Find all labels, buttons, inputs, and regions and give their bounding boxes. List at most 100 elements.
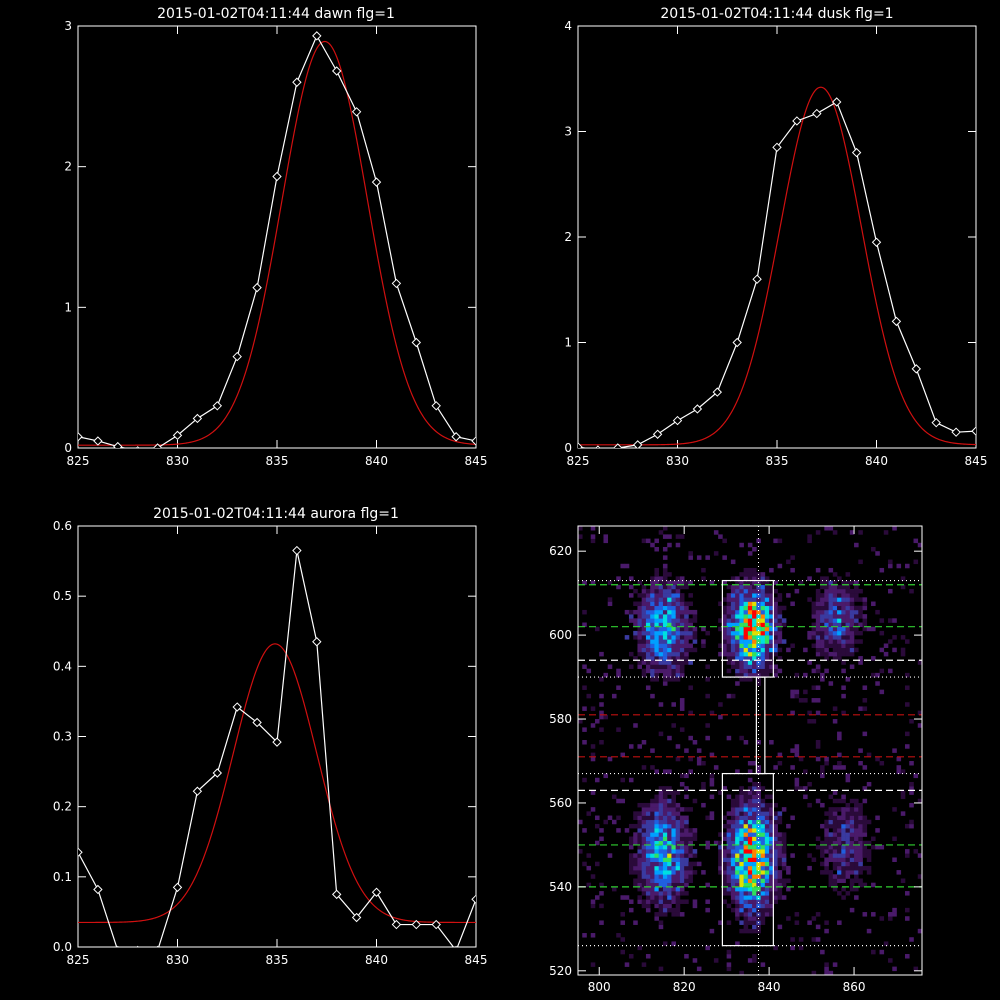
heatmap-cell: [756, 605, 761, 611]
heatmap-cell: [743, 878, 749, 883]
heatmap-cell: [650, 639, 655, 644]
heatmap-cell: [794, 693, 800, 699]
heatmap-cell: [841, 618, 846, 623]
heatmap-cell: [739, 798, 744, 804]
heatmap-cell: [599, 836, 604, 842]
heatmap-cell: [828, 681, 834, 686]
heatmap-cell: [756, 844, 761, 850]
heatmap-cell: [837, 765, 842, 770]
heatmap-cell: [905, 849, 910, 854]
heatmap-cell: [654, 811, 659, 816]
heatmap-cell: [747, 840, 753, 846]
heatmap-cell: [752, 853, 757, 858]
heatmap-cell: [845, 874, 851, 879]
heatmap-cell: [645, 626, 651, 632]
x-tick-label: 840: [365, 454, 388, 468]
heatmap-cell: [743, 664, 749, 669]
heatmap-cell: [679, 698, 685, 703]
heatmap-cell: [747, 626, 753, 632]
heatmap-cell: [837, 844, 842, 850]
heatmap-cell: [730, 840, 736, 846]
heatmap-cell: [828, 639, 834, 644]
heatmap-cell: [798, 756, 804, 762]
heatmap-cell: [594, 861, 600, 867]
heatmap-cell: [815, 614, 821, 619]
heatmap-cell: [896, 870, 902, 875]
heatmap-cell: [628, 664, 634, 669]
heatmap-cell: [735, 601, 740, 607]
heatmap-cell: [854, 836, 859, 842]
heatmap-cell: [637, 626, 643, 632]
heatmap-cell: [692, 626, 698, 632]
heatmap-cell: [917, 710, 922, 716]
heatmap-cell: [730, 878, 736, 883]
x-tick-label: 820: [673, 980, 696, 994]
heatmap-cell: [637, 899, 643, 904]
heatmap-cell: [828, 593, 834, 598]
heatmap-cell: [599, 882, 604, 888]
heatmap-cell: [820, 609, 825, 615]
heatmap-cell: [705, 555, 710, 560]
heatmap-cell: [760, 819, 766, 825]
heatmap-cell: [841, 635, 846, 640]
heatmap-cell: [667, 861, 672, 867]
heatmap-cell: [735, 622, 740, 628]
heatmap-cell: [671, 870, 676, 875]
heatmap-cell: [896, 769, 902, 774]
heatmap-cell: [756, 672, 761, 678]
heatmap-cell: [675, 584, 681, 590]
heatmap-cell: [667, 790, 672, 795]
data-point: [292, 77, 302, 87]
heatmap-cell: [654, 886, 659, 892]
heatmap-cell: [637, 605, 643, 611]
heatmap-cell: [909, 819, 914, 825]
heatmap-cell: [692, 618, 698, 623]
heatmap-cell: [900, 584, 906, 590]
heatmap-cell: [781, 857, 787, 862]
heatmap-cell: [641, 811, 647, 816]
heatmap-cell: [735, 584, 740, 590]
heatmap-cell: [858, 605, 863, 611]
heatmap-cell: [743, 882, 749, 888]
heatmap-cell: [739, 668, 744, 674]
fit-curve: [578, 86, 976, 446]
heatmap-cell: [582, 664, 587, 669]
heatmap-cell: [832, 618, 838, 623]
heatmap-cell: [905, 731, 910, 737]
heatmap-cell: [756, 635, 761, 640]
heatmap-cell: [722, 635, 727, 640]
heatmap-cell: [667, 622, 672, 628]
heatmap-cell: [730, 802, 736, 808]
heatmap-cell: [641, 584, 647, 590]
heatmap-cell: [726, 643, 732, 648]
heatmap-cell: [582, 828, 587, 833]
heatmap-cell: [650, 643, 655, 648]
heatmap-cell: [675, 618, 681, 623]
heatmap-cell: [620, 920, 626, 925]
heatmap-cell: [743, 593, 749, 598]
heatmap-cell: [739, 626, 744, 632]
heatmap-cell: [752, 609, 757, 615]
heatmap-cell: [718, 714, 723, 720]
dawn-title: 2015-01-02T04:11:44 dawn flg=1: [157, 6, 395, 22]
heatmap-cell: [628, 844, 634, 850]
heatmap-cell: [662, 567, 668, 573]
x-tick-label: 840: [758, 980, 781, 994]
heatmap-cell: [730, 811, 736, 816]
heatmap-cell: [684, 832, 689, 837]
heatmap-cell: [637, 593, 643, 598]
heatmap-cell: [828, 811, 834, 816]
heatmap-cell: [854, 886, 859, 892]
heatmap-cell: [730, 588, 736, 594]
heatmap-cell: [739, 593, 744, 598]
fit-curve: [78, 40, 476, 446]
heatmap-cell: [645, 647, 651, 653]
y-tick-label: 0.1: [53, 870, 72, 884]
data-point: [272, 737, 282, 747]
y-tick-label: 1: [564, 336, 572, 350]
heatmap-cell: [811, 916, 817, 921]
heatmap-cell: [645, 874, 651, 879]
heatmap-cell: [730, 807, 736, 812]
heatmap-cell: [735, 895, 740, 900]
heatmap-cell: [747, 630, 753, 636]
